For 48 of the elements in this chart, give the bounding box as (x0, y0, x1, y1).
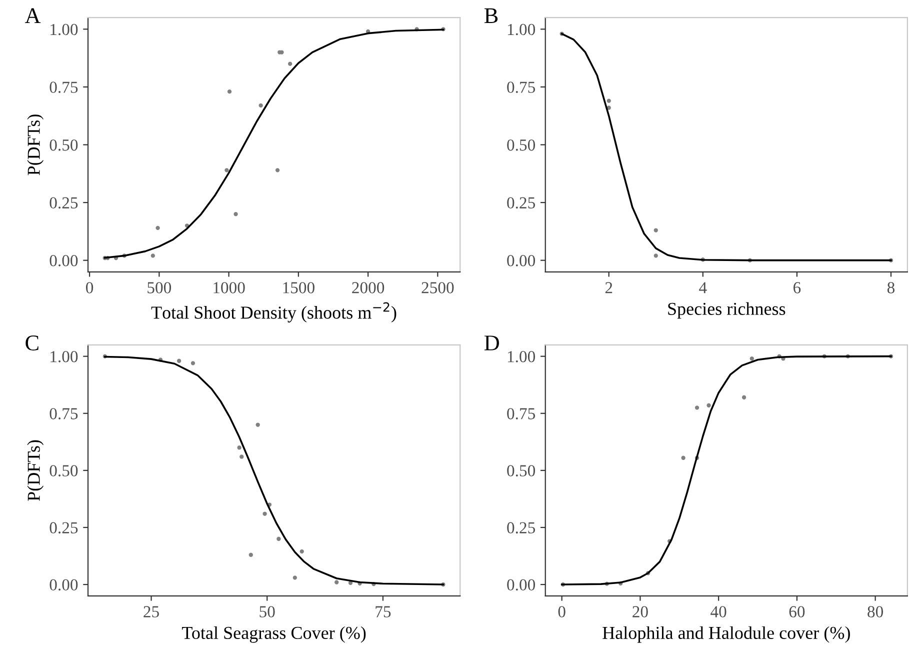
x-axis-title: Species richness (668, 302, 786, 319)
x-tick-label: 25 (144, 606, 159, 618)
x-tick-label: 500 (148, 282, 172, 294)
y-axis-title: P(DFTs) (27, 114, 44, 176)
y-tick-label: 0.25 (507, 522, 536, 534)
x-tick-label: 0 (86, 282, 94, 294)
y-tick-label: 0.25 (507, 197, 536, 209)
y-tick-label: 0.25 (50, 197, 78, 209)
chart-title: B (484, 8, 498, 24)
x-tick-label: 2500 (422, 282, 454, 294)
x-tick-label: 60 (789, 606, 805, 618)
x-tick-label: 0 (558, 606, 566, 618)
x-axis-title: Halophila and Halodule cover (%) (602, 626, 850, 643)
x-tick-label: 80 (868, 606, 884, 618)
x-tick-label: 75 (376, 606, 391, 618)
x-tick-label: 1500 (283, 282, 314, 294)
x-tick-label: 1000 (214, 282, 245, 294)
chart-title: D (484, 336, 499, 350)
x-tick-label: 2000 (352, 282, 384, 294)
y-tick-label: 0.25 (50, 522, 78, 534)
y-tick-label: 0.00 (507, 579, 536, 591)
y-tick-label: 1.00 (508, 24, 536, 36)
x-tick-label: 2 (605, 282, 612, 294)
y-axis-title: P(DFTs) (27, 440, 44, 501)
x-tick-label: 50 (260, 606, 275, 618)
chart-title: C (26, 336, 38, 350)
y-tick-label: 0.50 (50, 465, 78, 476)
x-tick-label: 8 (887, 282, 895, 294)
x-tick-label: 4 (699, 282, 707, 294)
y-tick-label: 0.00 (507, 255, 536, 266)
y-tick-label: 0.00 (50, 255, 78, 266)
x-axis-title: Total Seagrass Cover (%) (182, 626, 366, 643)
y-tick-label: 1.00 (50, 24, 78, 36)
x-tick-label: 40 (710, 606, 726, 618)
y-tick-label: 0.75 (507, 82, 536, 93)
y-tick-label: 0.75 (507, 408, 536, 420)
y-tick-label: 1.00 (50, 351, 78, 362)
y-tick-label: 0.75 (50, 408, 78, 420)
y-tick-label: 0.00 (50, 579, 78, 591)
x-axis-title: Total Shoot Density (shoots m$^{−2}$) (151, 302, 396, 322)
y-tick-label: 0.50 (50, 139, 78, 151)
y-tick-label: 1.00 (508, 351, 536, 362)
chart-title: A (24, 8, 41, 23)
y-tick-label: 0.50 (507, 139, 536, 151)
x-tick-label: 6 (793, 282, 801, 294)
y-tick-label: 0.75 (50, 82, 78, 93)
x-tick-label: 20 (632, 606, 648, 618)
y-tick-label: 0.50 (507, 465, 536, 476)
